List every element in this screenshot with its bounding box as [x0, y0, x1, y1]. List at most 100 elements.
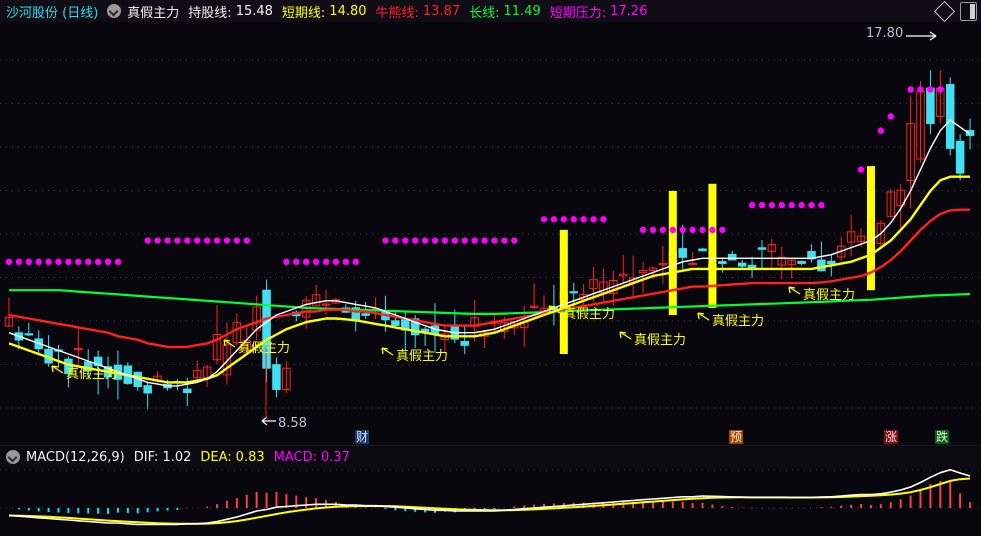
ma-line	[8, 208, 970, 349]
pressure-dot	[104, 258, 112, 266]
axis-tag-cai[interactable]: 财	[355, 430, 370, 444]
candle-body	[727, 253, 737, 261]
chevron-down-circle-icon[interactable]	[6, 450, 20, 464]
candle-body	[955, 140, 965, 174]
legend-value: 14.80	[329, 3, 367, 19]
pressure-dot	[639, 226, 647, 234]
candle-body	[886, 191, 896, 217]
pressure-dot	[699, 226, 706, 234]
pressure-dot	[907, 86, 914, 93]
macd-dif-line	[8, 468, 971, 526]
annotation-arrow	[548, 305, 561, 314]
chevron-down-circle-icon[interactable]	[107, 4, 122, 18]
candle-body	[678, 248, 687, 258]
ma-line	[8, 119, 971, 387]
legend-item-short: 短期线: 14.80	[282, 2, 367, 21]
candle-body	[856, 235, 866, 243]
pressure-dot	[927, 86, 934, 93]
candle-body	[926, 87, 935, 125]
candle-body	[232, 322, 242, 344]
candle-body	[688, 263, 697, 266]
candle-body	[272, 364, 281, 390]
candle-body	[817, 259, 826, 272]
annotation-arrow	[223, 339, 236, 348]
main-force-annotation: 真假主力	[803, 288, 856, 303]
candle-body	[569, 291, 578, 294]
pressure-dot	[560, 216, 568, 223]
pressure-dot	[649, 226, 657, 234]
ma-line	[8, 175, 970, 384]
pressure-dot	[194, 237, 201, 244]
signal-bar	[708, 183, 717, 308]
pressure-dot	[342, 258, 350, 266]
legend-label: 牛熊线:	[375, 5, 419, 21]
price-chart-svg	[0, 31, 981, 426]
pressure-dot	[877, 127, 885, 134]
pressure-dot	[798, 201, 805, 209]
pressure-dot	[184, 237, 191, 244]
diamond-icon[interactable]	[933, 0, 956, 23]
legend-value: 11.49	[503, 3, 541, 19]
annotation-arrow	[381, 347, 394, 356]
macd-chart-pane[interactable]	[0, 468, 981, 536]
pressure-dot	[659, 226, 667, 234]
pressure-dot	[154, 237, 161, 244]
candle-body	[222, 344, 232, 376]
pressure-dot	[937, 86, 944, 93]
pressure-dot	[5, 258, 13, 266]
legend-label: 短期压力:	[549, 5, 607, 21]
candle-body	[529, 305, 539, 308]
macd-header: MACD(12,26,9) DIF: 1.02 DEA: 0.83 MACD: …	[0, 446, 981, 468]
symbol-label: 沙河股份 (日线)	[6, 5, 99, 21]
signal-bar	[866, 166, 875, 291]
pressure-dot	[887, 113, 894, 120]
pressure-dot	[580, 216, 587, 223]
pane-divider	[0, 445, 981, 446]
pressure-dot	[501, 237, 508, 244]
candle-body	[945, 84, 955, 149]
pressure-dot	[679, 226, 686, 234]
indicator-selector[interactable]: 真假主力	[107, 2, 179, 21]
candle-body	[737, 262, 747, 267]
pressure-dot	[570, 216, 577, 223]
candle-body	[4, 316, 14, 327]
pressure-dot-group	[5, 86, 944, 266]
pressure-dot	[302, 258, 310, 266]
pressure-dot	[174, 237, 181, 244]
legend-value: 13.87	[422, 3, 461, 19]
pressure-dot	[709, 226, 716, 234]
pressure-dot	[857, 166, 865, 173]
macd-chart-svg	[0, 468, 981, 526]
candle-body	[718, 261, 727, 264]
candle-body	[539, 307, 549, 311]
macd-dif-value: 1.02	[162, 449, 192, 465]
panel-layout-icon[interactable]	[960, 2, 977, 21]
chart-header: 沙河股份 (日线) 真假主力 持股线: 15.48 短期线: 14.80 牛熊线…	[0, 0, 981, 23]
pressure-dot	[332, 258, 340, 266]
pressure-dot	[233, 237, 241, 244]
pressure-dot	[689, 226, 696, 234]
candle-body	[876, 222, 886, 245]
symbol-title[interactable]: 沙河股份 (日线)	[6, 2, 98, 21]
axis-tag-die[interactable]: 跌	[935, 430, 950, 444]
pressure-dot	[719, 226, 726, 234]
macd-macd-label: MACD:	[273, 449, 317, 465]
annotation-arrow	[697, 312, 710, 321]
pressure-dot	[223, 237, 231, 244]
pressure-dot	[322, 258, 330, 266]
axis-tag-yu[interactable]: 预	[729, 430, 744, 444]
pressure-dot	[411, 237, 419, 244]
candle-body	[589, 279, 598, 290]
pressure-dot	[85, 258, 92, 266]
axis-tag-zhang[interactable]: 涨	[884, 430, 899, 444]
pressure-dot	[312, 258, 320, 266]
price-chart-pane[interactable]	[0, 22, 981, 446]
signal-bar	[559, 229, 568, 354]
candle-body	[846, 231, 856, 243]
pressure-dot	[768, 201, 776, 209]
candle-body	[797, 260, 806, 264]
price-low-arrow	[261, 416, 276, 426]
legend-label: 短期线:	[281, 5, 326, 21]
main-force-annotation: 真假主力	[563, 307, 616, 322]
